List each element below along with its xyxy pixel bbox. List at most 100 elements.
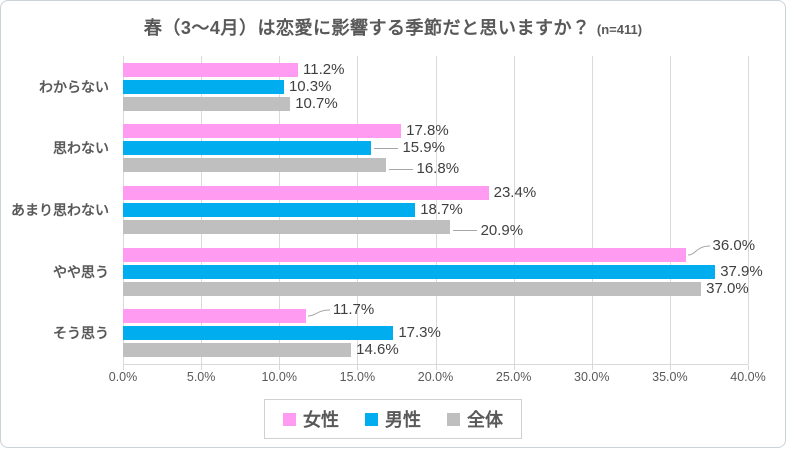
chart-title-text: 春（3〜4月）は恋愛に影響する季節だと思いますか？ bbox=[143, 18, 591, 38]
bar-row: 16.8% bbox=[123, 158, 748, 177]
axis-tick bbox=[513, 365, 515, 370]
bar-row: 11.7% bbox=[123, 301, 748, 324]
value-label: 17.8% bbox=[406, 122, 449, 140]
legend-item-男性: 男性 bbox=[365, 406, 421, 432]
bar-row: 23.4% bbox=[123, 183, 748, 201]
axis-tick bbox=[123, 365, 124, 370]
bar-group: わからない 11.2% 10.3% 10.7% bbox=[39, 56, 748, 118]
bar-row: 17.8% bbox=[123, 122, 748, 140]
bar-group: あまり思わない 23.4% 18.7% 20.9% bbox=[11, 179, 748, 241]
x-axis: 0.0% 5.0% 10.0% 15.0% 20.0% 25.0% 30.0% 35.0% 40… bbox=[109, 370, 766, 388]
value-label: 36.0% bbox=[712, 236, 756, 254]
bar-全体 bbox=[123, 219, 450, 234]
legend-label: 女性 bbox=[303, 410, 339, 430]
bar-男性 bbox=[123, 202, 416, 217]
value-label: 18.7% bbox=[420, 200, 463, 218]
x-tick-label: 0.0% bbox=[108, 370, 138, 384]
gridline bbox=[435, 56, 437, 364]
legend-box: 女性 男性 全体 bbox=[264, 399, 522, 439]
value-label: 11.2% bbox=[303, 60, 345, 78]
x-tick-label: 40.0% bbox=[730, 370, 766, 384]
bar-row: 11.2% bbox=[123, 60, 748, 78]
x-tick-label: 30.0% bbox=[574, 370, 610, 384]
bar-全体 bbox=[123, 281, 702, 296]
legend-swatch bbox=[365, 412, 378, 426]
value-label: 20.9% bbox=[480, 221, 524, 239]
legend-item-女性: 女性 bbox=[283, 406, 339, 432]
value-label: 15.9% bbox=[402, 139, 445, 157]
axis-tick bbox=[591, 365, 593, 370]
legend-label: 男性 bbox=[385, 410, 421, 430]
bar-全体 bbox=[123, 96, 291, 111]
value-label: 37.9% bbox=[720, 262, 763, 280]
plot-area: わからない 11.2% 10.3% 10.7% 思わない 17.8% 15.9% 16.8% あ… bbox=[11, 56, 763, 370]
leader-line bbox=[452, 230, 477, 232]
value-label: 10.3% bbox=[288, 77, 332, 95]
legend-item-全体: 全体 bbox=[447, 406, 503, 432]
axis-tick bbox=[435, 365, 437, 370]
x-tick-label: 15.0% bbox=[339, 370, 376, 384]
x-tick-label: 10.0% bbox=[261, 370, 297, 384]
x-tick-label: 25.0% bbox=[495, 370, 532, 384]
x-tick-label: 20.0% bbox=[417, 370, 454, 384]
bar-row: 36.0% bbox=[123, 237, 755, 262]
bar-女性 bbox=[123, 185, 489, 200]
legend-swatch bbox=[447, 412, 460, 426]
bar-全体 bbox=[123, 343, 352, 358]
leader-curve bbox=[307, 309, 330, 317]
gridline bbox=[513, 56, 515, 364]
bar-row: 15.9% bbox=[123, 139, 748, 157]
axis-tick bbox=[669, 365, 671, 370]
bar-row: 10.3% bbox=[123, 77, 748, 95]
sample-size-note: (n=411) bbox=[596, 22, 643, 37]
x-tick-label: 5.0% bbox=[186, 370, 216, 384]
bar-row: 37.9% bbox=[123, 263, 763, 280]
x-tick-label: 35.0% bbox=[652, 370, 688, 384]
bar-row: 10.7% bbox=[123, 94, 748, 112]
value-label: 16.8% bbox=[416, 160, 460, 178]
gridline bbox=[748, 56, 749, 364]
bar-row: 17.3% bbox=[123, 324, 748, 342]
legend-label: 全体 bbox=[467, 410, 503, 430]
value-label: 10.7% bbox=[295, 94, 338, 112]
bar-全体 bbox=[123, 158, 386, 173]
bar-row: 18.7% bbox=[123, 200, 748, 218]
axis-tick bbox=[279, 365, 281, 370]
axis-tick bbox=[201, 365, 203, 370]
gridline bbox=[591, 56, 593, 364]
category-label: 思わない bbox=[53, 140, 109, 157]
bar-group: やや思う 36.0% 37.9% 37.0% bbox=[53, 237, 763, 303]
axis-tick bbox=[357, 365, 359, 370]
value-label: 14.6% bbox=[356, 341, 399, 359]
bar-女性 bbox=[123, 62, 298, 77]
bar-row: 14.6% bbox=[123, 341, 748, 359]
bar-row: 20.9% bbox=[123, 219, 748, 239]
bar-男性 bbox=[123, 264, 716, 279]
value-label: 17.3% bbox=[398, 324, 441, 342]
leader-line bbox=[374, 147, 399, 149]
axis-tick bbox=[748, 365, 749, 370]
category-label: あまり思わない bbox=[11, 201, 109, 218]
bar-女性 bbox=[123, 247, 686, 262]
leader-curve bbox=[687, 245, 710, 256]
bar-group: 思わない 17.8% 15.9% 16.8% bbox=[53, 118, 748, 180]
bar-女性 bbox=[123, 124, 402, 139]
category-label: やや思う bbox=[53, 263, 109, 280]
legend: 女性 男性 全体 bbox=[1, 399, 785, 439]
bar-男性 bbox=[123, 326, 394, 341]
bar-row: 37.0% bbox=[123, 279, 749, 297]
legend-swatch bbox=[283, 412, 296, 426]
bar-女性 bbox=[123, 309, 306, 324]
category-label: そう思う bbox=[53, 325, 109, 342]
bar-男性 bbox=[123, 141, 372, 156]
bar-group: そう思う 11.7% 17.3% 14.6% bbox=[53, 301, 748, 364]
value-label: 23.4% bbox=[493, 183, 537, 201]
bar-男性 bbox=[123, 79, 284, 94]
gridline bbox=[669, 56, 671, 364]
value-label: 11.7% bbox=[332, 301, 375, 319]
category-label: わからない bbox=[39, 78, 109, 95]
value-label: 37.0% bbox=[706, 279, 749, 297]
chart-title: 春（3〜4月）は恋愛に影響する季節だと思いますか？ (n=411) bbox=[1, 14, 785, 40]
leader-line bbox=[388, 168, 413, 170]
